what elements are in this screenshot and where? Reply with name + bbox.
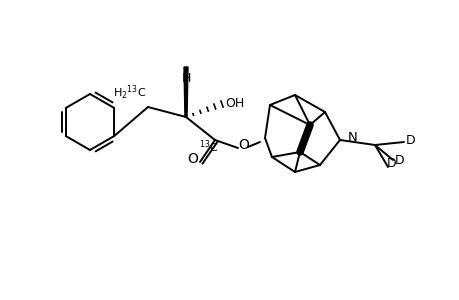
Text: D: D	[386, 157, 396, 169]
Text: D: D	[394, 154, 404, 166]
Text: H$_2$$^{13}$C: H$_2$$^{13}$C	[113, 84, 146, 102]
Text: O: O	[238, 138, 249, 152]
Text: OH: OH	[225, 97, 244, 110]
Text: $^{13}$C: $^{13}$C	[199, 139, 218, 155]
Text: N: N	[347, 130, 357, 143]
Text: H: H	[181, 71, 190, 85]
Polygon shape	[184, 67, 188, 117]
Text: O: O	[187, 152, 198, 166]
Text: D: D	[405, 134, 415, 146]
